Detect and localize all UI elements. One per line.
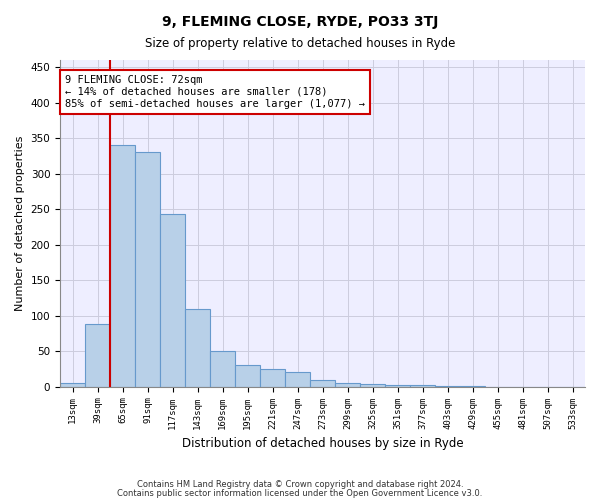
Bar [310, 380, 335, 386]
Text: 9 FLEMING CLOSE: 72sqm
← 14% of detached houses are smaller (178)
85% of semi-de: 9 FLEMING CLOSE: 72sqm ← 14% of detached… [65, 76, 365, 108]
Bar [185, 308, 210, 386]
X-axis label: Distribution of detached houses by size in Ryde: Distribution of detached houses by size … [182, 437, 463, 450]
Bar [385, 384, 410, 386]
Bar [285, 372, 310, 386]
Bar [85, 324, 110, 386]
Bar [110, 145, 135, 386]
Text: Size of property relative to detached houses in Ryde: Size of property relative to detached ho… [145, 38, 455, 51]
Bar [135, 152, 160, 386]
Bar [160, 214, 185, 386]
Text: 9, FLEMING CLOSE, RYDE, PO33 3TJ: 9, FLEMING CLOSE, RYDE, PO33 3TJ [162, 15, 438, 29]
Y-axis label: Number of detached properties: Number of detached properties [15, 136, 25, 311]
Bar [235, 366, 260, 386]
Bar [60, 383, 85, 386]
Bar [260, 369, 285, 386]
Text: Contains HM Land Registry data © Crown copyright and database right 2024.: Contains HM Land Registry data © Crown c… [137, 480, 463, 489]
Bar [210, 351, 235, 386]
Text: Contains public sector information licensed under the Open Government Licence v3: Contains public sector information licen… [118, 490, 482, 498]
Bar [335, 383, 360, 386]
Bar [360, 384, 385, 386]
